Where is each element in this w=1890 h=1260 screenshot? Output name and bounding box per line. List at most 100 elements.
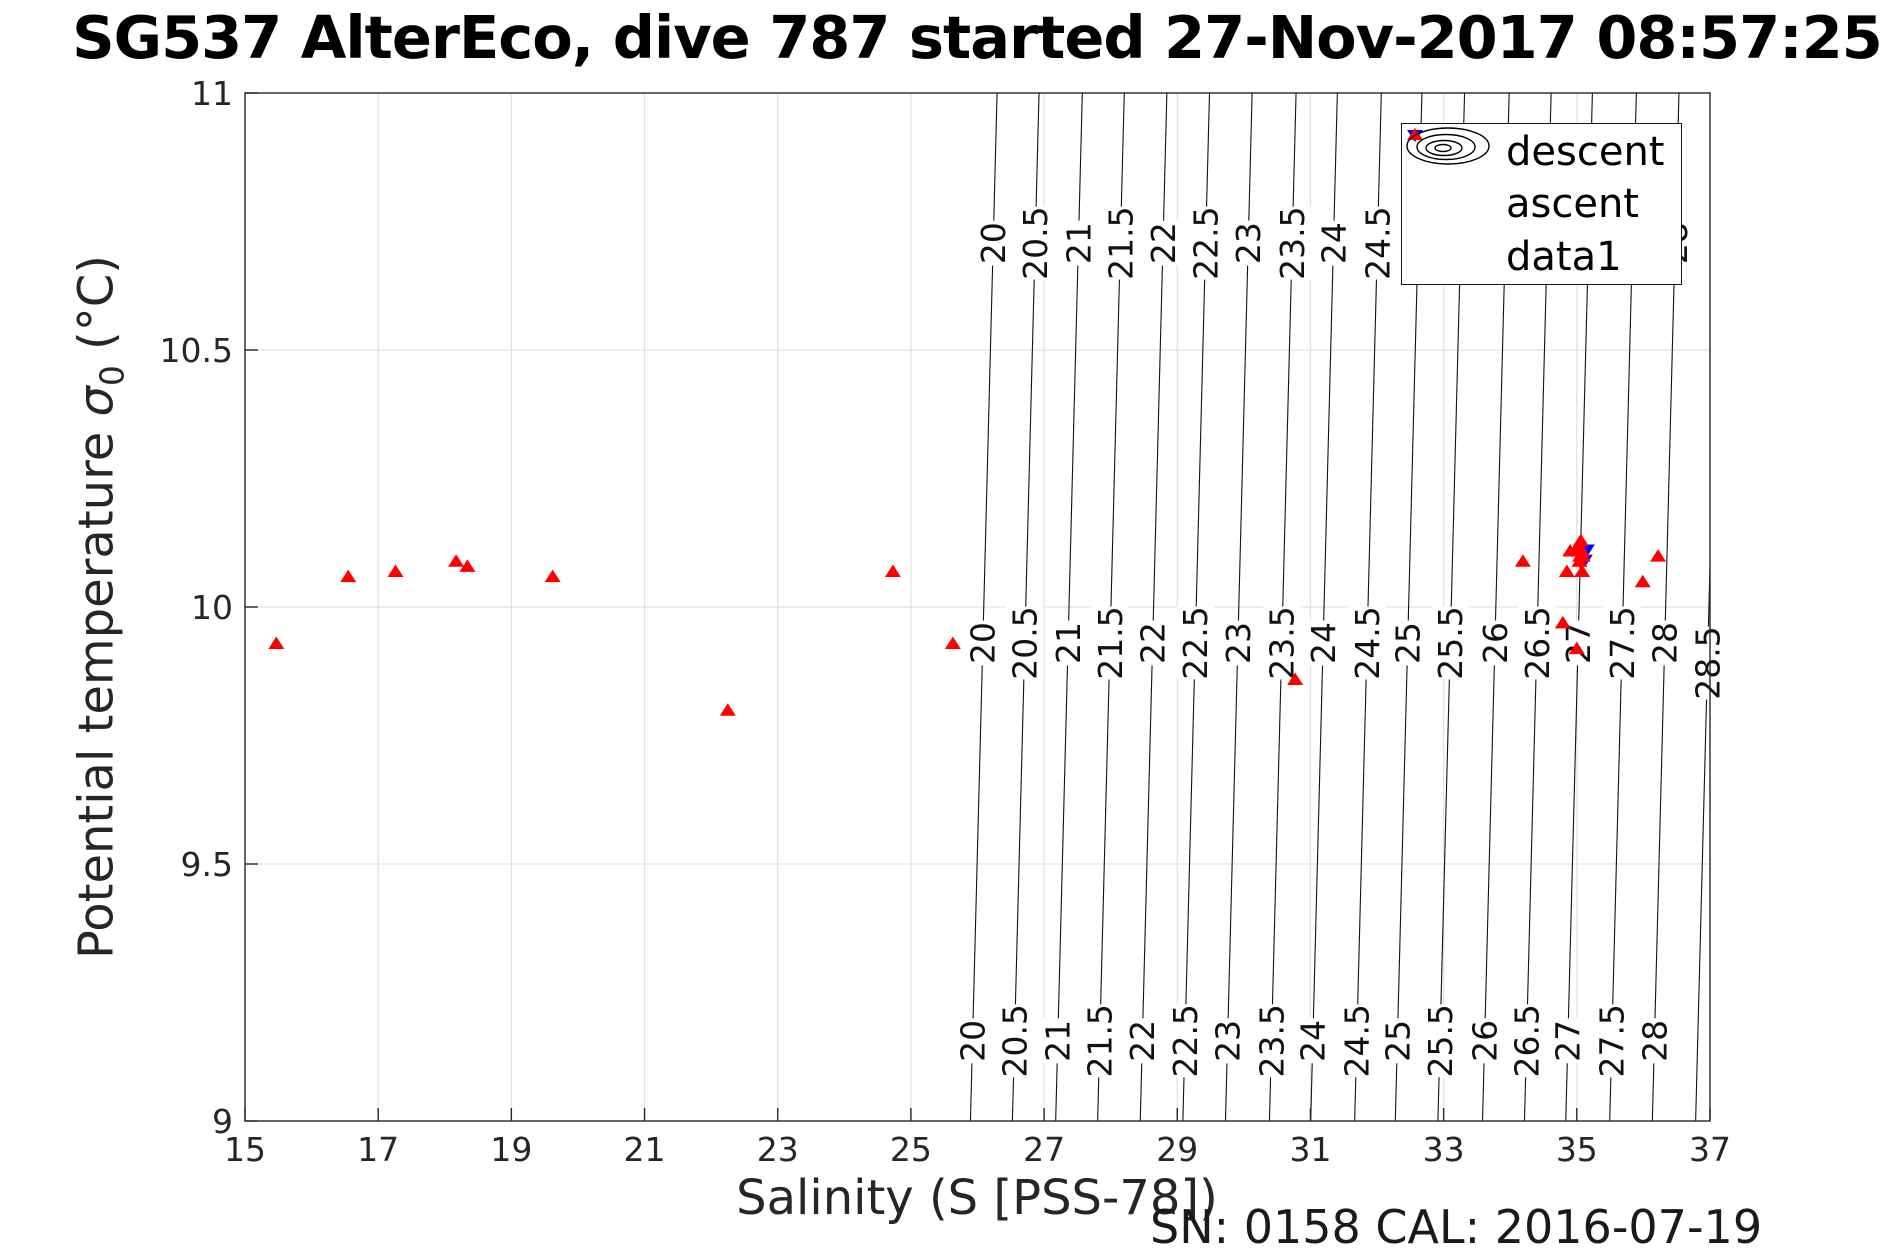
contour-label: 20.5 (1016, 206, 1055, 279)
contour-label: 22.5 (1176, 606, 1215, 679)
ascent-marker (1558, 564, 1575, 578)
calibration-annotation: SN: 0158 CAL: 2016-07-19 (1150, 1200, 1763, 1254)
legend-label: data1 (1506, 233, 1622, 280)
svg-text:22: 22 (1123, 1020, 1162, 1062)
contour-label-layer: 20202020.520.520.521212121.521.521.52222… (953, 206, 1727, 1077)
ascent-marker (448, 554, 465, 567)
svg-text:21.5: 21.5 (1081, 1004, 1120, 1077)
svg-text:24: 24 (1294, 1020, 1333, 1062)
x-tick-label: 35 (1556, 1130, 1598, 1169)
svg-text:22.5: 22.5 (1186, 206, 1225, 279)
svg-text:24: 24 (1314, 222, 1353, 264)
svg-text:21: 21 (1059, 222, 1098, 264)
legend-item-data1: data1 (1402, 127, 1681, 282)
svg-text:20: 20 (974, 222, 1013, 264)
ascent-marker (387, 564, 404, 578)
ascent-marker (340, 569, 357, 583)
isopycnal-contour (1055, 93, 1083, 1121)
svg-text:25: 25 (1378, 1020, 1417, 1062)
y-axis-label-units: (°C) (68, 255, 125, 366)
svg-text:23: 23 (1229, 222, 1268, 264)
ascent-marker (1287, 672, 1304, 685)
figure-title: SG537 AlterEco, dive 787 started 27-Nov-… (72, 3, 1883, 72)
ascent-marker (268, 636, 285, 649)
contour-label: 23 (1219, 620, 1258, 666)
svg-text:27: 27 (1549, 1020, 1588, 1062)
contour-label: 21.5 (1081, 1004, 1120, 1077)
svg-text:24.5: 24.5 (1348, 606, 1387, 679)
x-tick-label: 17 (357, 1130, 399, 1169)
data-layer (268, 533, 1667, 716)
svg-text:20.5: 20.5 (1016, 206, 1055, 279)
y-tick-label: 10.5 (160, 331, 233, 370)
y-axis-label-text: Potential temperature (68, 416, 125, 959)
x-tick-label: 19 (490, 1130, 532, 1169)
x-tick-label: 37 (1689, 1130, 1731, 1169)
svg-text:22: 22 (1134, 622, 1173, 664)
svg-text:20.5: 20.5 (1006, 606, 1045, 679)
legend-label: ascent (1506, 181, 1639, 227)
contour-label: 21 (1059, 220, 1098, 266)
contour-label: 20.5 (1006, 606, 1045, 679)
svg-text:20: 20 (953, 1020, 992, 1062)
ascent-marker (1514, 554, 1531, 567)
contour-label: 22 (1134, 620, 1173, 666)
contour-label: 24.5 (1358, 206, 1397, 279)
contour-label: 25 (1378, 1018, 1417, 1064)
contour-label: 20 (964, 620, 1003, 666)
svg-text:20: 20 (964, 622, 1003, 664)
svg-text:25.5: 25.5 (1421, 1004, 1460, 1077)
svg-text:23.5: 23.5 (1273, 206, 1312, 279)
contour-label: 23.5 (1252, 1004, 1291, 1077)
ascent-marker (944, 636, 961, 649)
contour-label: 20.5 (995, 1004, 1034, 1077)
svg-text:22.5: 22.5 (1176, 606, 1215, 679)
x-tick-label: 25 (890, 1130, 932, 1169)
svg-text:22.5: 22.5 (1166, 1004, 1205, 1077)
contour-label: 20 (953, 1018, 992, 1064)
legend-label: descent (1506, 128, 1665, 175)
svg-text:24.5: 24.5 (1358, 206, 1397, 279)
contour-label: 26 (1476, 620, 1515, 666)
x-tick-label: 29 (1156, 1130, 1198, 1169)
contour-label: 21.5 (1101, 206, 1140, 279)
contour-label: 22 (1123, 1018, 1162, 1064)
y-tick-label: 9 (212, 1102, 233, 1141)
svg-text:21: 21 (1039, 1020, 1078, 1062)
contour-label: 21 (1039, 1018, 1078, 1064)
contour-label: 23 (1229, 220, 1268, 266)
contour-label: 20 (974, 220, 1013, 266)
legend: descent ascent data1 (1401, 123, 1682, 285)
y-axis-label: Potential temperature σ0 (°C) (69, 255, 132, 959)
contour-label: 24.5 (1338, 1004, 1377, 1077)
legend-item-ascent: ascent (1402, 128, 1681, 229)
y-tick-label: 10 (191, 588, 233, 627)
contour-label: 24 (1304, 620, 1343, 666)
contour-label: 23.5 (1263, 606, 1302, 679)
ascent-marker (719, 703, 736, 716)
svg-text:21.5: 21.5 (1091, 606, 1130, 679)
contour-label: 25.5 (1421, 1004, 1460, 1077)
contour-label: 28 (1635, 1018, 1674, 1064)
svg-text:23.5: 23.5 (1263, 606, 1302, 679)
legend-item-descent: descent (1402, 127, 1681, 177)
contour-label: 22.5 (1166, 1004, 1205, 1077)
contour-label: 23 (1208, 1018, 1247, 1064)
ascent-marker (1634, 574, 1651, 588)
svg-text:27.5: 27.5 (1593, 1004, 1632, 1077)
x-tick-label: 27 (1023, 1130, 1065, 1169)
isopycnal-contour (1310, 93, 1338, 1121)
sigma-symbol: σ (68, 386, 125, 417)
contour-label: 25 (1389, 620, 1428, 666)
svg-text:28: 28 (1646, 622, 1685, 664)
sigma-subscript: 0 (93, 365, 132, 387)
ascent-marker (1554, 615, 1571, 629)
svg-text:27: 27 (1559, 622, 1598, 664)
svg-text:21: 21 (1049, 622, 1088, 664)
contour-label: 26 (1465, 1018, 1504, 1064)
svg-text:20.5: 20.5 (995, 1004, 1034, 1077)
contour-label: 22 (1144, 220, 1183, 266)
svg-text:26.5: 26.5 (1507, 1004, 1546, 1077)
svg-text:23: 23 (1208, 1020, 1247, 1062)
